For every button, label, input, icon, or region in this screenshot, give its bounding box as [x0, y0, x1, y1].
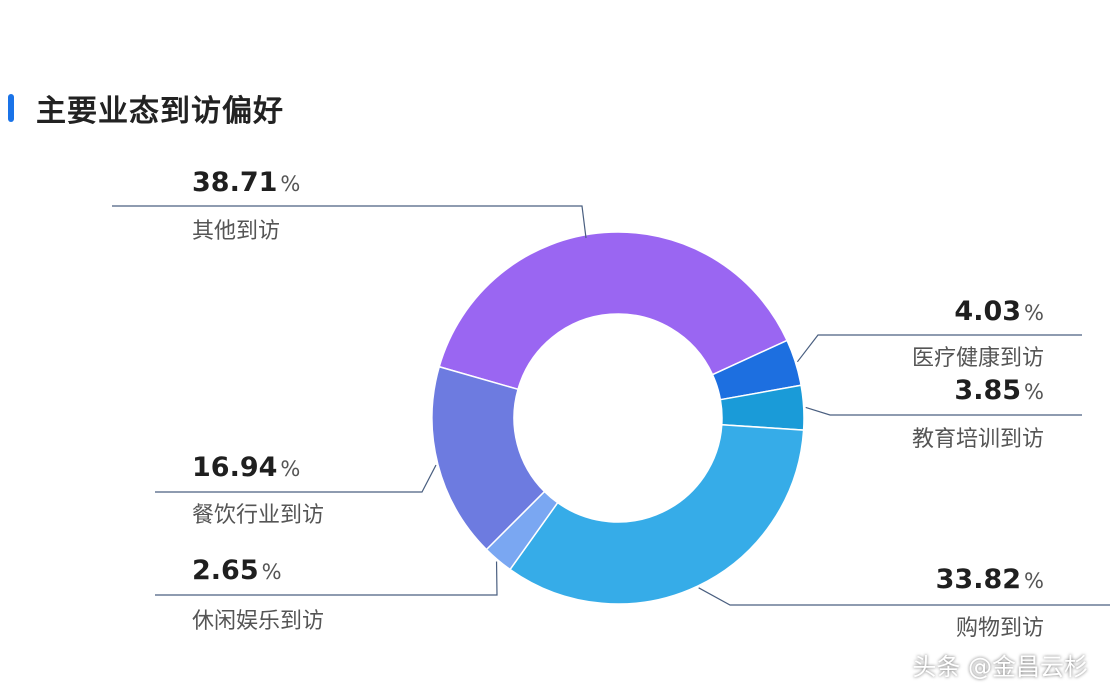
- leader-line: [698, 587, 1110, 606]
- slice-value-label: 38.71%: [192, 167, 300, 198]
- slice-value-label: 33.82%: [936, 564, 1044, 595]
- slice-value-unit: %: [1024, 380, 1044, 404]
- slice-value-unit: %: [280, 172, 300, 196]
- slice-value-label: 2.65%: [192, 555, 282, 586]
- slice-value-number: 4.03: [954, 296, 1021, 327]
- slice-value-number: 3.85: [954, 375, 1021, 406]
- slice-value-label: 3.85%: [954, 375, 1044, 406]
- slice-category-label: 教育培训到访: [912, 427, 1044, 452]
- slice-category-label: 餐饮行业到访: [192, 503, 324, 528]
- donut-slice: [431, 365, 546, 551]
- slice-value-unit: %: [1024, 301, 1044, 325]
- slice-value-label: 4.03%: [954, 296, 1044, 327]
- slice-value-unit: %: [280, 457, 300, 481]
- slice-value-number: 38.71: [192, 167, 277, 198]
- watermark: 头条 @金昌云杉: [912, 653, 1088, 681]
- leader-line: [112, 205, 587, 239]
- slice-value-unit: %: [1024, 569, 1044, 593]
- slice-category-label: 购物到访: [956, 616, 1044, 641]
- leader-line: [796, 334, 1082, 363]
- leader-line: [805, 406, 1082, 416]
- title-accent-bar: [8, 94, 14, 122]
- slice-value-number: 2.65: [192, 555, 259, 586]
- leader-line: [155, 464, 437, 493]
- slice-category-label: 其他到访: [192, 219, 280, 244]
- slice-category-label: 休闲娱乐到访: [192, 609, 324, 634]
- slice-value-unit: %: [262, 560, 282, 584]
- slice-category-label: 医疗健康到访: [912, 346, 1044, 371]
- donut-slice: [438, 231, 789, 391]
- leader-line: [155, 561, 498, 596]
- slice-value-number: 16.94: [192, 452, 277, 483]
- donut-slice: [509, 423, 805, 605]
- chart-title: 主要业态到访偏好: [36, 94, 284, 129]
- slice-value-label: 16.94%: [192, 452, 300, 483]
- slice-value-number: 33.82: [936, 564, 1021, 595]
